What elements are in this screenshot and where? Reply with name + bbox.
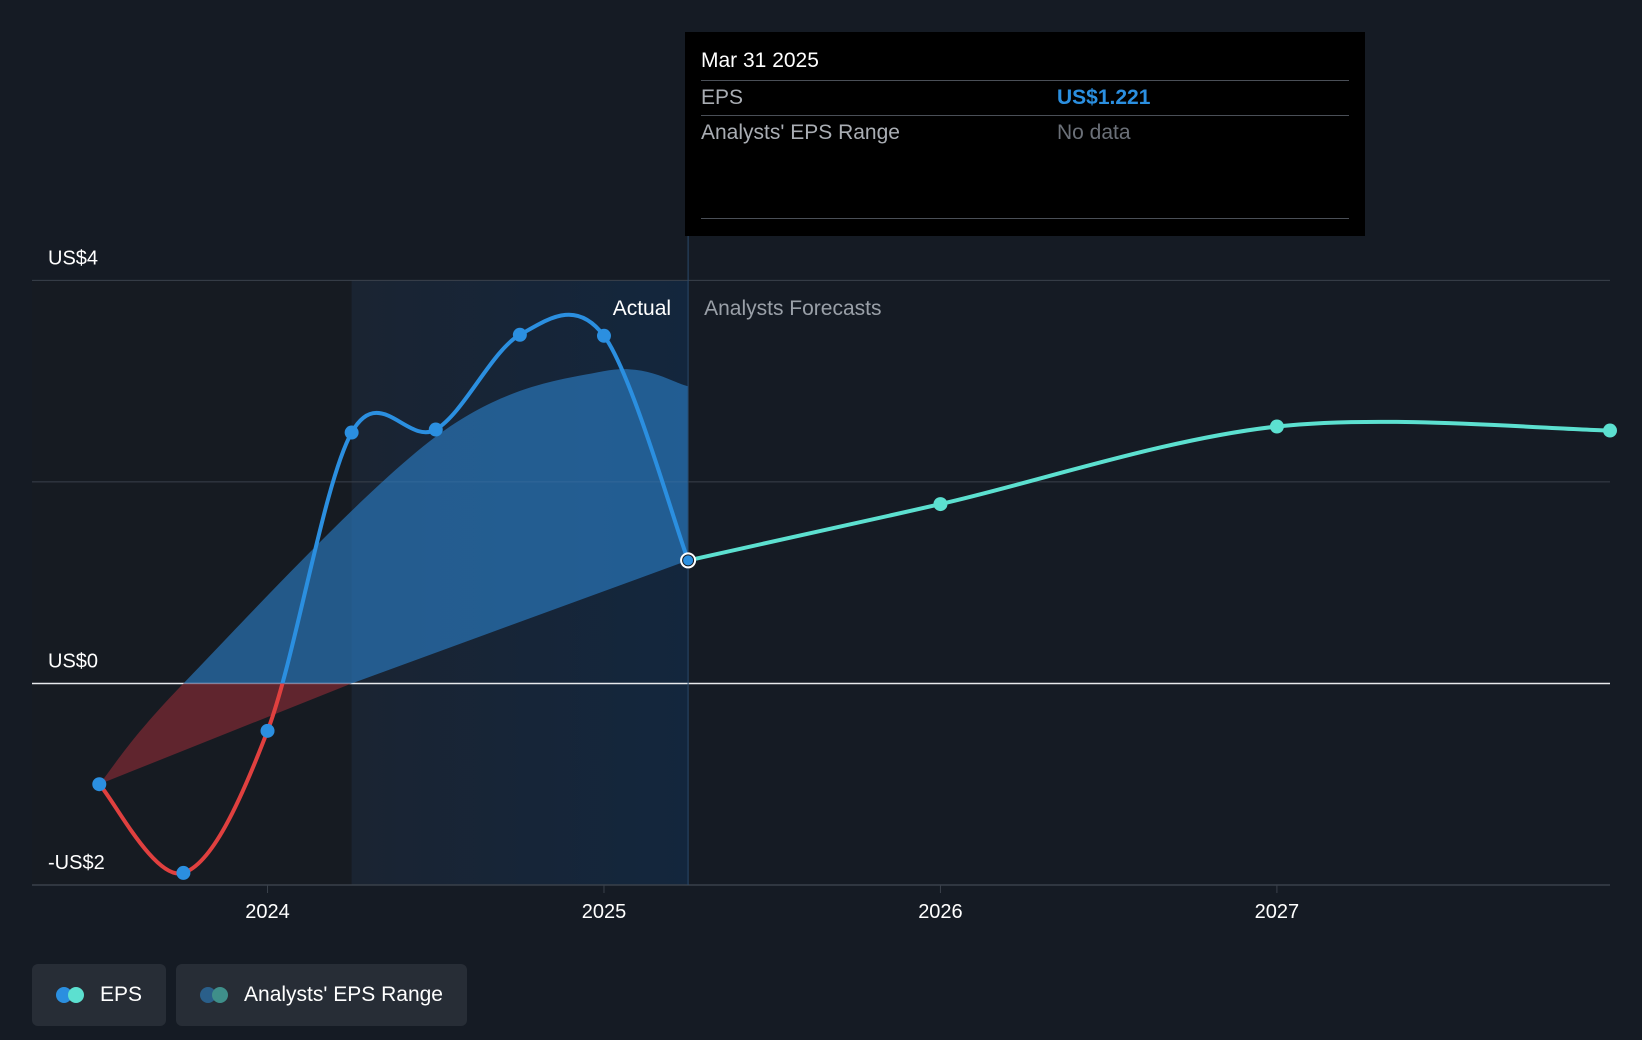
legend-item-range[interactable]: Analysts' EPS Range (176, 964, 467, 1026)
eps-forecast-point[interactable] (1269, 419, 1284, 434)
eps-tooltip: Mar 31 2025 EPS US$1.221 Analysts' EPS R… (685, 32, 1365, 236)
eps-actual-point[interactable] (512, 327, 527, 342)
eps-range-band-negative (99, 683, 352, 785)
tooltip-row-range: Analysts' EPS Range No data (701, 116, 1349, 150)
eps-actual-point[interactable] (428, 422, 443, 437)
eps-range-band (183, 369, 689, 684)
y-axis-label: -US$2 (48, 852, 105, 874)
tooltip-eps-label: EPS (701, 86, 744, 109)
tooltip-row-eps: EPS US$1.221 (701, 81, 1349, 116)
eps-actual-point[interactable] (596, 328, 611, 343)
legend-eps-icon (56, 987, 86, 1003)
y-axis-label: US$4 (48, 247, 98, 269)
eps-forecast-point[interactable] (1603, 423, 1617, 438)
tooltip-range-label: Analysts' EPS Range (701, 121, 900, 144)
legend-eps-label: EPS (100, 983, 143, 1006)
eps-actual-point[interactable] (92, 777, 107, 792)
tooltip-eps-value: US$1.221 (1057, 86, 1151, 109)
tooltip-divider (701, 218, 1349, 219)
eps-forecast-line (686, 419, 1612, 563)
legend-range-icon (200, 987, 230, 1003)
eps-actual-point[interactable] (260, 723, 275, 738)
eps-actual-line-negative (97, 683, 285, 876)
x-tick-label: 2026 (918, 901, 963, 923)
section-label-actual: Actual (613, 297, 671, 320)
x-tick-label: 2025 (582, 901, 627, 923)
chart-legend: EPS Analysts' EPS Range (32, 964, 467, 1026)
eps-actual-point[interactable] (344, 425, 359, 440)
x-tick-label: 2024 (245, 901, 290, 923)
eps-actual-point[interactable] (176, 865, 191, 880)
x-tick-label: 2027 (1255, 901, 1300, 923)
eps-current-point-core (683, 555, 694, 566)
tooltip-range-value: No data (1057, 121, 1131, 144)
legend-item-eps[interactable]: EPS (32, 964, 167, 1026)
section-label-forecast: Analysts Forecasts (704, 297, 881, 320)
legend-range-label: Analysts' EPS Range (244, 983, 443, 1006)
eps-forecast-point[interactable] (933, 497, 948, 512)
tooltip-date: Mar 31 2025 (701, 46, 1349, 81)
y-axis-label: US$0 (48, 650, 98, 672)
